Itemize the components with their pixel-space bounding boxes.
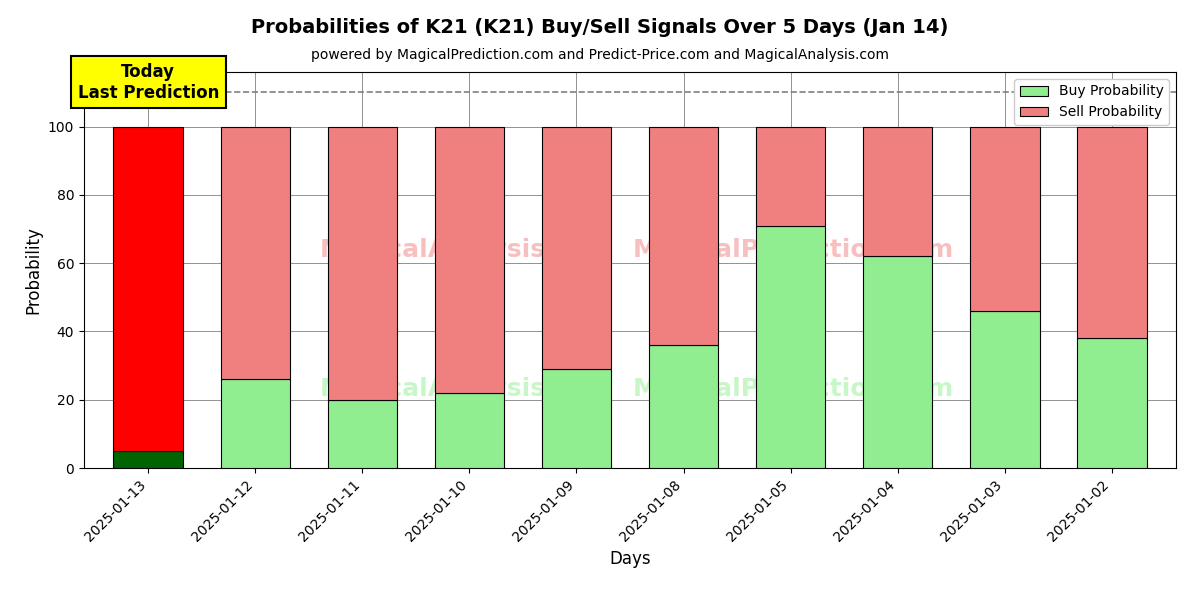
Bar	[756, 127, 826, 226]
Bar	[328, 400, 397, 468]
Bar	[863, 127, 932, 256]
Bar	[434, 127, 504, 393]
Text: MagicalPrediction.com: MagicalPrediction.com	[634, 238, 954, 262]
X-axis label: Days: Days	[610, 550, 650, 568]
Bar	[114, 127, 184, 451]
Bar	[756, 226, 826, 468]
Bar	[863, 256, 932, 468]
Bar	[649, 345, 719, 468]
Bar	[970, 127, 1039, 311]
Text: MagicalAnalysis.com: MagicalAnalysis.com	[319, 238, 613, 262]
Bar	[649, 127, 719, 345]
Bar	[1076, 338, 1146, 468]
Text: MagicalAnalysis.com: MagicalAnalysis.com	[319, 377, 613, 401]
Text: Today
Last Prediction: Today Last Prediction	[78, 63, 218, 101]
Bar	[1076, 127, 1146, 338]
Bar	[970, 311, 1039, 468]
Bar	[114, 451, 184, 468]
Text: Probabilities of K21 (K21) Buy/Sell Signals Over 5 Days (Jan 14): Probabilities of K21 (K21) Buy/Sell Sign…	[251, 18, 949, 37]
Text: MagicalPrediction.com: MagicalPrediction.com	[634, 377, 954, 401]
Bar	[541, 369, 611, 468]
Bar	[221, 127, 290, 379]
Text: powered by MagicalPrediction.com and Predict-Price.com and MagicalAnalysis.com: powered by MagicalPrediction.com and Pre…	[311, 48, 889, 62]
Bar	[541, 127, 611, 369]
Bar	[328, 127, 397, 400]
Bar	[221, 379, 290, 468]
Y-axis label: Probability: Probability	[24, 226, 42, 314]
Bar	[434, 393, 504, 468]
Legend: Buy Probability, Sell Probability: Buy Probability, Sell Probability	[1014, 79, 1169, 125]
